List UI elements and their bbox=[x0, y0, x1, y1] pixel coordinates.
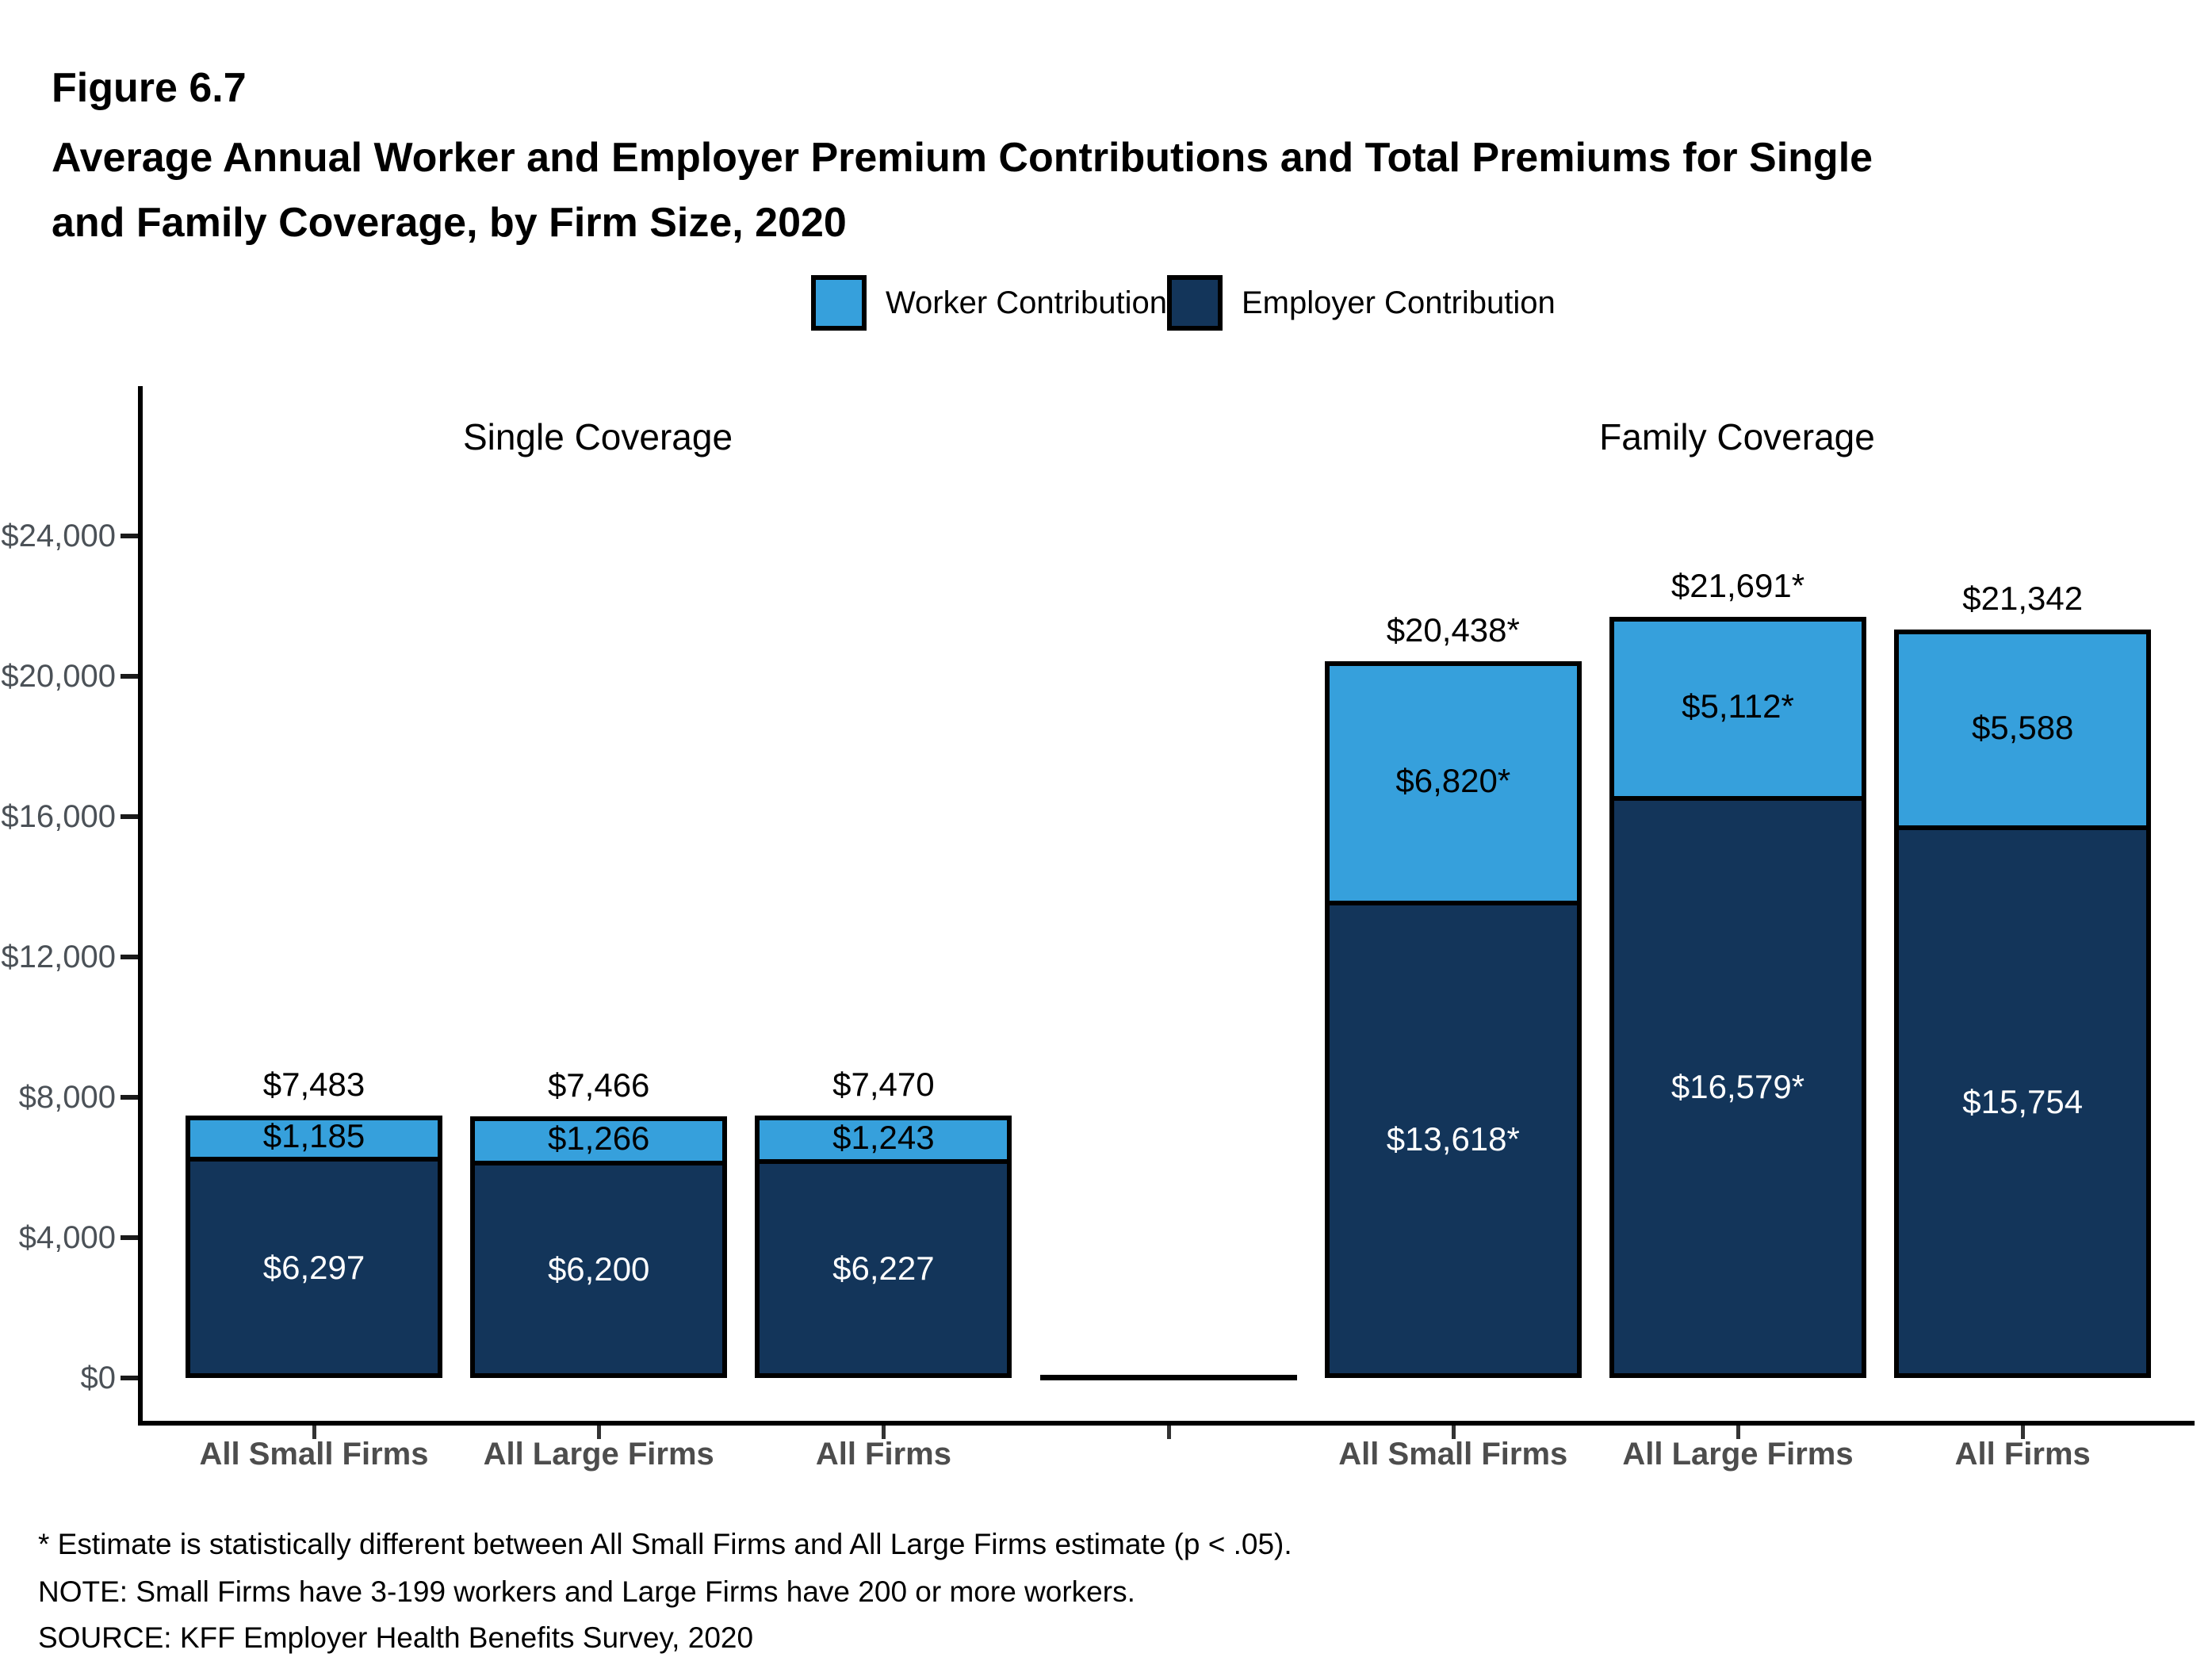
x-axis-label: All Firms bbox=[815, 1437, 951, 1472]
total-label: $7,466 bbox=[547, 1066, 650, 1104]
y-tick bbox=[121, 1095, 138, 1100]
total-label: $20,438* bbox=[1386, 611, 1520, 649]
x-tick bbox=[1166, 1426, 1171, 1439]
total-label: $21,691* bbox=[1670, 567, 1805, 604]
y-tick-label: $20,000 bbox=[1, 659, 116, 694]
bar bbox=[1894, 630, 2152, 1378]
worker-segment bbox=[1614, 622, 1862, 801]
x-tick bbox=[312, 1426, 316, 1439]
total-label: $7,470 bbox=[832, 1066, 935, 1103]
employer-segment bbox=[475, 1166, 723, 1373]
legend-item-employer: Employer Contribution bbox=[1167, 274, 1556, 331]
x-tick bbox=[597, 1426, 602, 1439]
figure-label: Figure 6.7 bbox=[52, 65, 247, 111]
employer-segment bbox=[1614, 801, 1862, 1373]
x-axis-label: All Large Firms bbox=[483, 1437, 714, 1472]
x-tick bbox=[882, 1426, 886, 1439]
y-tick-label: $4,000 bbox=[18, 1220, 116, 1255]
footnote-note: NOTE: Small Firms have 3-199 workers and… bbox=[38, 1575, 1135, 1608]
employer-segment bbox=[190, 1162, 438, 1373]
legend-label-worker: Worker Contribution bbox=[886, 285, 1167, 320]
group-title-family: Family Coverage bbox=[1599, 416, 1875, 457]
x-axis-label: All Small Firms bbox=[1338, 1437, 1568, 1472]
worker-segment bbox=[1329, 666, 1577, 905]
x-tick bbox=[1736, 1426, 1740, 1439]
y-tick-label: $24,000 bbox=[1, 519, 116, 553]
footnote-source: SOURCE: KFF Employer Health Benefits Sur… bbox=[38, 1621, 754, 1654]
x-axis-label: All Firms bbox=[1954, 1437, 2091, 1472]
bar bbox=[470, 1116, 728, 1378]
y-tick-label: $12,000 bbox=[1, 940, 116, 974]
employer-segment bbox=[1329, 905, 1577, 1373]
y-tick bbox=[121, 1235, 138, 1240]
total-label: $21,342 bbox=[1962, 580, 2084, 617]
legend-label-employer: Employer Contribution bbox=[1242, 285, 1556, 320]
x-tick bbox=[2021, 1426, 2026, 1439]
x-axis-label: All Large Firms bbox=[1622, 1437, 1854, 1472]
legend-item-worker: Worker Contribution bbox=[811, 274, 1167, 331]
y-tick bbox=[121, 674, 138, 679]
y-tick-label: $0 bbox=[80, 1361, 117, 1395]
x-axis-line bbox=[138, 1421, 2195, 1426]
y-tick bbox=[121, 955, 138, 959]
y-axis-line bbox=[138, 386, 143, 1426]
group-title-single: Single Coverage bbox=[462, 416, 733, 457]
x-axis-label: All Small Firms bbox=[199, 1437, 429, 1472]
spacer-baseline bbox=[1039, 1375, 1297, 1380]
worker-segment bbox=[760, 1120, 1008, 1164]
footnote-significance: * Estimate is statistically different be… bbox=[38, 1528, 1292, 1560]
bar bbox=[1324, 661, 1582, 1378]
total-label: $7,483 bbox=[262, 1066, 365, 1103]
employer-segment bbox=[1899, 830, 2147, 1373]
y-tick bbox=[121, 814, 138, 819]
y-tick bbox=[121, 534, 138, 538]
page-title-line1: Average Annual Worker and Employer Premi… bbox=[52, 135, 1873, 181]
y-tick-label: $16,000 bbox=[1, 799, 116, 834]
legend-swatch-employer-icon bbox=[1167, 275, 1223, 331]
worker-segment bbox=[190, 1120, 438, 1162]
employer-segment bbox=[760, 1164, 1008, 1373]
y-tick-label: $8,000 bbox=[18, 1080, 116, 1115]
page-title-line2: and Family Coverage, by Firm Size, 2020 bbox=[52, 200, 847, 246]
legend-swatch-worker-icon bbox=[811, 275, 867, 331]
x-tick bbox=[1451, 1426, 1456, 1439]
bar bbox=[1609, 617, 1866, 1378]
y-tick bbox=[121, 1376, 138, 1380]
bar bbox=[755, 1116, 1012, 1378]
bar bbox=[186, 1116, 442, 1378]
worker-segment bbox=[1899, 634, 2147, 830]
worker-segment bbox=[475, 1121, 723, 1166]
